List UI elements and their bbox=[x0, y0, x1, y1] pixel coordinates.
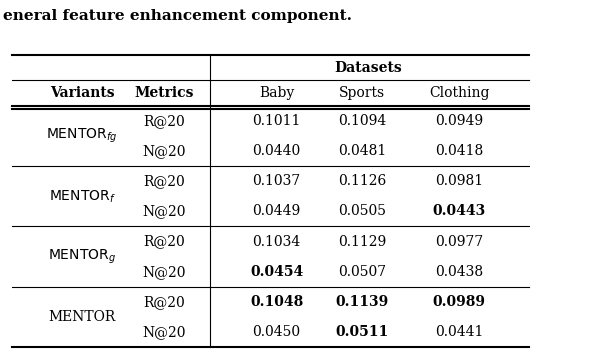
Text: 0.0454: 0.0454 bbox=[250, 265, 303, 279]
Text: R@20: R@20 bbox=[143, 235, 185, 249]
Text: 0.0449: 0.0449 bbox=[252, 204, 301, 218]
Text: 0.0977: 0.0977 bbox=[435, 235, 483, 249]
Text: N@20: N@20 bbox=[142, 325, 186, 339]
Text: 0.0949: 0.0949 bbox=[435, 114, 483, 128]
Text: Variants: Variants bbox=[50, 86, 114, 100]
Text: 0.0505: 0.0505 bbox=[338, 204, 385, 218]
Text: R@20: R@20 bbox=[143, 295, 185, 309]
Text: 0.1034: 0.1034 bbox=[252, 235, 301, 249]
Text: 0.0440: 0.0440 bbox=[252, 144, 301, 158]
Text: 0.0441: 0.0441 bbox=[435, 325, 483, 339]
Text: eneral feature enhancement component.: eneral feature enhancement component. bbox=[3, 9, 352, 23]
Text: 0.1129: 0.1129 bbox=[337, 235, 386, 249]
Text: 0.1126: 0.1126 bbox=[337, 174, 386, 188]
Text: Baby: Baby bbox=[259, 86, 294, 100]
Text: $\mathrm{MENTOR}_{g}$: $\mathrm{MENTOR}_{g}$ bbox=[48, 247, 116, 266]
Text: 0.0450: 0.0450 bbox=[252, 325, 301, 339]
Text: 0.0418: 0.0418 bbox=[435, 144, 483, 158]
Text: 0.1048: 0.1048 bbox=[250, 295, 303, 309]
Text: 0.1037: 0.1037 bbox=[252, 174, 301, 188]
Text: $\mathrm{MENTOR}_{fg}$: $\mathrm{MENTOR}_{fg}$ bbox=[46, 127, 118, 145]
Text: 0.0989: 0.0989 bbox=[432, 295, 486, 309]
Text: N@20: N@20 bbox=[142, 265, 186, 279]
Text: 0.1139: 0.1139 bbox=[335, 295, 389, 309]
Text: 0.1011: 0.1011 bbox=[252, 114, 301, 128]
Text: 0.0511: 0.0511 bbox=[335, 325, 389, 339]
Text: $\mathrm{MENTOR}_{f}$: $\mathrm{MENTOR}_{f}$ bbox=[49, 188, 116, 205]
Text: Sports: Sports bbox=[339, 86, 385, 100]
Text: 0.0443: 0.0443 bbox=[432, 204, 486, 218]
Text: 0.0438: 0.0438 bbox=[435, 265, 483, 279]
Text: Clothing: Clothing bbox=[429, 86, 489, 100]
Text: MENTOR: MENTOR bbox=[49, 310, 116, 324]
Text: R@20: R@20 bbox=[143, 114, 185, 128]
Text: R@20: R@20 bbox=[143, 174, 185, 188]
Text: 0.1094: 0.1094 bbox=[337, 114, 386, 128]
Text: N@20: N@20 bbox=[142, 144, 186, 158]
Text: Datasets: Datasets bbox=[334, 61, 402, 75]
Text: N@20: N@20 bbox=[142, 204, 186, 218]
Text: 0.0507: 0.0507 bbox=[337, 265, 386, 279]
Text: 0.0981: 0.0981 bbox=[435, 174, 483, 188]
Text: Metrics: Metrics bbox=[134, 86, 194, 100]
Text: 0.0481: 0.0481 bbox=[337, 144, 386, 158]
